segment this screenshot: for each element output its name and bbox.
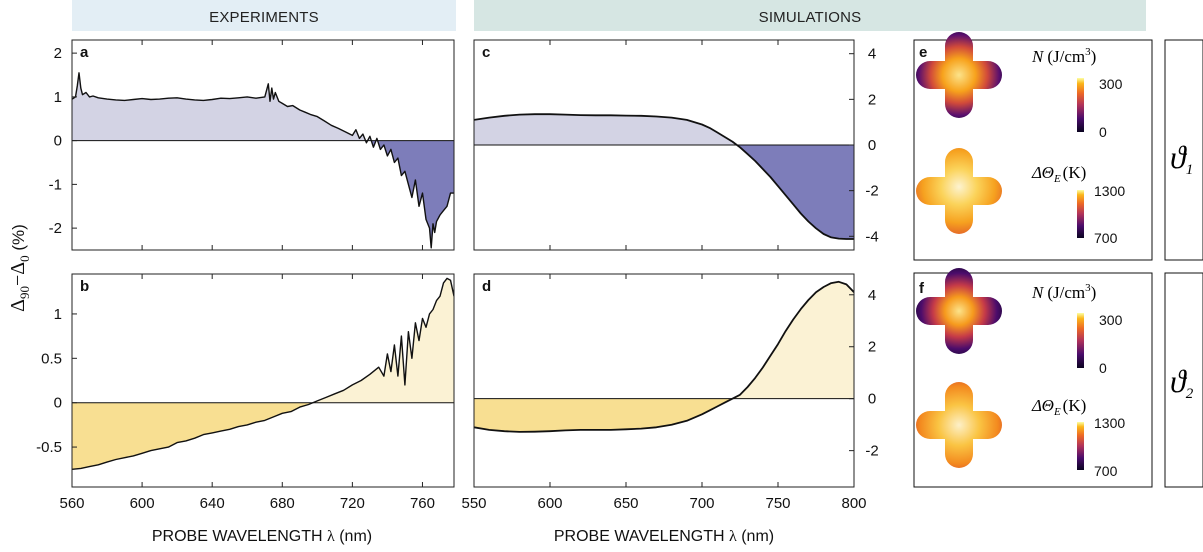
y-tick-label-d: 2 (868, 339, 876, 356)
x-tick-label-d: 600 (537, 495, 562, 512)
panel-e-letter: e (919, 44, 927, 61)
energy-density-map-e (916, 32, 1002, 118)
y-tick-label-c: 0 (868, 137, 876, 154)
series-line-d (474, 280, 854, 433)
x-tick-label-d: 800 (841, 495, 866, 512)
x-tick-label-d: 700 (689, 495, 714, 512)
x-tick-label-b: 720 (340, 495, 365, 512)
y-tick-label-c: -4 (865, 228, 878, 245)
series-line-a (72, 72, 454, 249)
chart-panel-c: -4 -2 0 2 4 c (473, 39, 879, 251)
x-tick-label-b: 760 (410, 495, 435, 512)
experiments-header-bar (72, 0, 456, 31)
theta2-symbol: ϑ2 (1170, 363, 1194, 402)
area-negative-b (72, 402, 454, 470)
energy-density-map-f (916, 268, 1002, 354)
theta1-box (1164, 39, 1203, 261)
colorbar-n-min-f: 0 (1099, 360, 1107, 376)
frame-d (473, 273, 855, 488)
colorbar-n-label-e: N (J/cm3) (1031, 46, 1096, 66)
x-tick-label-b: 600 (130, 495, 155, 512)
colorbar-n-f (1077, 313, 1084, 368)
x-tick-label-b: 640 (200, 495, 225, 512)
series-line-c (474, 113, 854, 240)
colorbar-n-max-e: 300 (1099, 76, 1123, 92)
panel-f-letter: f (919, 280, 925, 297)
area-negative-c (474, 145, 854, 239)
x-axis-label-simulations: PROBE WAVELENGTH λ (nm) (554, 528, 774, 545)
colorbar-t-label-f: ΔΘE (K) (1031, 396, 1086, 418)
colorbar-n-e (1077, 78, 1084, 132)
simulations-header: SIMULATIONS (759, 9, 862, 26)
y-tick-label-d: -2 (865, 443, 878, 460)
y-tick-label-b: 0.5 (41, 350, 62, 367)
panel-letter-c: c (482, 44, 490, 61)
temperature-map-e (916, 148, 1002, 234)
x-tick-label-d: 550 (461, 495, 486, 512)
y-tick-label-a: 0 (54, 133, 62, 150)
colorbar-t-max-e: 1300 (1094, 183, 1125, 199)
area-group-b (72, 277, 454, 470)
theta1-symbol: ϑ1 (1170, 139, 1193, 178)
colorbar-n-label-f: N (J/cm3) (1031, 282, 1096, 302)
area-group-c (474, 113, 854, 240)
x-tick-label-b: 680 (270, 495, 295, 512)
y-tick-label-a: -2 (49, 220, 62, 237)
y-tick-label-c: 2 (868, 91, 876, 108)
chart-panel-b: -0.5 0 0.5 1 560 600 640 680 720 760 b (36, 273, 455, 512)
x-tick-label-d: 750 (765, 495, 790, 512)
y-tick-label-a: 2 (54, 45, 62, 62)
panel-letter-d: d (482, 278, 491, 295)
colorbar-t-label-e: ΔΘE (K) (1031, 163, 1086, 185)
frame-a (71, 39, 455, 251)
y-tick-label-a: -1 (49, 176, 62, 193)
area-positive-a (72, 72, 454, 141)
y-tick-label-a: 1 (54, 89, 62, 106)
x-axis-label-experiments: PROBE WAVELENGTH λ (nm) (152, 528, 372, 545)
area-positive-c (474, 114, 854, 145)
x-tick-label-b: 560 (59, 495, 84, 512)
area-group-a (72, 72, 454, 249)
colorbar-t-max-f: 1300 (1094, 415, 1125, 431)
y-tick-label-c: 4 (868, 46, 876, 63)
y-tick-label-d: 4 (868, 287, 876, 304)
colorbar-t-min-e: 700 (1094, 230, 1118, 246)
colorbar-t-e (1077, 190, 1084, 238)
area-positive-b (312, 278, 454, 403)
chart-panel-a: -2 -1 0 1 2 a (49, 39, 455, 251)
y-tick-label-d: 0 (868, 391, 876, 408)
area-negative-a (72, 140, 454, 248)
panel-letter-a: a (80, 44, 89, 61)
theta2-box (1164, 272, 1203, 488)
temperature-map-f (916, 382, 1002, 468)
chart-panels: -2 -1 0 1 2 a -0.5 0 0.5 1 560 600 640 680 720 760 b -4 -2… (36, 39, 879, 512)
frame-b (71, 273, 455, 488)
series-line-b (72, 277, 454, 470)
y-tick-label-b: 0 (54, 395, 62, 412)
colorbar-n-min-e: 0 (1099, 124, 1107, 140)
experiments-header: EXPERIMENTS (209, 9, 319, 26)
y-tick-label-b: -0.5 (36, 439, 62, 456)
simulations-header-bar (474, 0, 1146, 31)
panel-f: f N (J/cm3) 300 0 ΔΘE (K) 1300 700 (913, 268, 1153, 488)
area-positive-d (732, 281, 854, 399)
y-tick-label-c: -2 (865, 183, 878, 200)
panel-letter-b: b (80, 278, 89, 295)
x-tick-label-d: 650 (613, 495, 638, 512)
area-group-d (474, 280, 854, 433)
colorbar-n-max-f: 300 (1099, 312, 1123, 328)
colorbar-t-f (1077, 422, 1084, 470)
y-tick-label-b: 1 (54, 306, 62, 323)
colorbar-t-min-f: 700 (1094, 463, 1118, 479)
chart-panel-d: -2 0 2 4 550 600 650 700 750 800 d (461, 273, 879, 512)
y-axis-label: Δ90−Δ0 (%) (7, 224, 32, 312)
panel-e: e N (J/cm3) 300 0 ΔΘE (K) 1300 700 (913, 32, 1153, 261)
area-negative-d (474, 398, 854, 432)
